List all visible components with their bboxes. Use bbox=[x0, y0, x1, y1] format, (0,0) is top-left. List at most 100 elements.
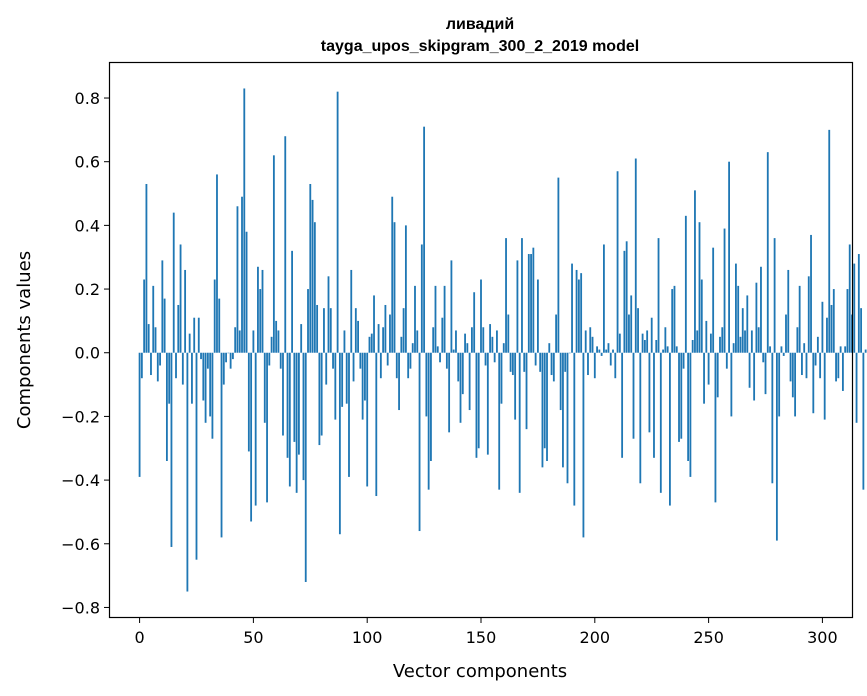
bar bbox=[140, 352, 143, 379]
bar bbox=[573, 352, 576, 506]
bar bbox=[614, 352, 617, 379]
bar bbox=[402, 308, 405, 353]
bar bbox=[600, 352, 603, 356]
bar bbox=[270, 336, 273, 353]
bar bbox=[632, 352, 635, 439]
bar bbox=[725, 352, 728, 369]
bar bbox=[541, 352, 544, 468]
bar bbox=[575, 269, 578, 353]
bar bbox=[582, 352, 585, 538]
bar bbox=[568, 352, 571, 354]
bar bbox=[543, 352, 546, 449]
bar bbox=[860, 308, 863, 353]
bar bbox=[370, 333, 373, 353]
bar bbox=[304, 352, 307, 582]
bar bbox=[177, 304, 180, 353]
bar bbox=[470, 327, 473, 353]
bar bbox=[826, 317, 828, 353]
bar bbox=[605, 349, 608, 353]
bar bbox=[468, 352, 471, 411]
bar bbox=[416, 330, 419, 353]
bar bbox=[696, 330, 699, 353]
bar bbox=[564, 352, 567, 372]
bar bbox=[798, 285, 801, 353]
bar bbox=[835, 352, 837, 382]
bar bbox=[445, 352, 448, 369]
bar bbox=[343, 330, 346, 353]
bar bbox=[227, 352, 230, 354]
bar bbox=[309, 183, 312, 353]
x-axis-ticks: 0 50 100 150 200 250 300 bbox=[134, 617, 838, 647]
bar bbox=[580, 273, 583, 353]
bar bbox=[655, 340, 658, 353]
bar bbox=[675, 346, 678, 353]
bar bbox=[357, 320, 359, 353]
bar bbox=[764, 352, 767, 395]
bar bbox=[775, 352, 778, 541]
bar bbox=[407, 352, 410, 379]
bar bbox=[211, 352, 214, 439]
bar bbox=[848, 244, 851, 353]
bar bbox=[350, 269, 353, 353]
bar bbox=[229, 352, 232, 369]
bar bbox=[143, 279, 146, 353]
bar bbox=[364, 352, 366, 401]
bar bbox=[443, 285, 446, 353]
bar bbox=[719, 336, 721, 353]
bar bbox=[589, 327, 592, 353]
bar bbox=[864, 349, 867, 353]
bar bbox=[389, 314, 391, 353]
bar bbox=[486, 352, 489, 455]
bar bbox=[359, 352, 362, 369]
bar bbox=[430, 352, 432, 461]
bar bbox=[379, 352, 382, 379]
bar bbox=[571, 263, 573, 353]
bar bbox=[705, 320, 708, 353]
bar bbox=[423, 126, 426, 353]
bar bbox=[327, 276, 330, 353]
bar bbox=[716, 352, 719, 398]
bar bbox=[762, 352, 765, 363]
bar bbox=[425, 352, 428, 417]
bar bbox=[782, 352, 785, 356]
bar bbox=[318, 352, 321, 446]
bar bbox=[323, 308, 325, 353]
bar bbox=[168, 352, 171, 404]
bar bbox=[796, 327, 799, 353]
bar bbox=[780, 346, 783, 353]
bar bbox=[559, 352, 562, 411]
bar bbox=[202, 352, 205, 401]
bar bbox=[812, 352, 815, 414]
bar bbox=[279, 352, 282, 369]
bar bbox=[714, 352, 717, 503]
bar bbox=[700, 279, 703, 353]
y-tick-label: 0.0 bbox=[75, 344, 100, 363]
bar bbox=[712, 247, 715, 353]
bar bbox=[846, 289, 849, 353]
bar bbox=[259, 289, 262, 353]
bar bbox=[457, 352, 460, 382]
y-tick-label: 0.8 bbox=[75, 89, 100, 108]
bar bbox=[609, 352, 612, 366]
bar bbox=[288, 352, 291, 487]
bar bbox=[489, 324, 492, 353]
bar bbox=[721, 327, 724, 353]
bar bbox=[336, 91, 339, 353]
bar bbox=[384, 304, 387, 353]
bar bbox=[771, 352, 774, 484]
bar bbox=[282, 352, 284, 436]
y-tick-label: 0.2 bbox=[75, 280, 100, 299]
bar bbox=[236, 206, 239, 353]
bar bbox=[791, 352, 794, 398]
bar bbox=[753, 352, 756, 401]
bar bbox=[527, 254, 530, 353]
bar bbox=[414, 285, 416, 353]
bar bbox=[250, 352, 253, 522]
bar bbox=[266, 352, 268, 503]
bar bbox=[669, 352, 671, 506]
bar bbox=[789, 352, 792, 382]
bar bbox=[186, 352, 189, 592]
bar bbox=[386, 352, 389, 366]
bar bbox=[746, 295, 749, 353]
